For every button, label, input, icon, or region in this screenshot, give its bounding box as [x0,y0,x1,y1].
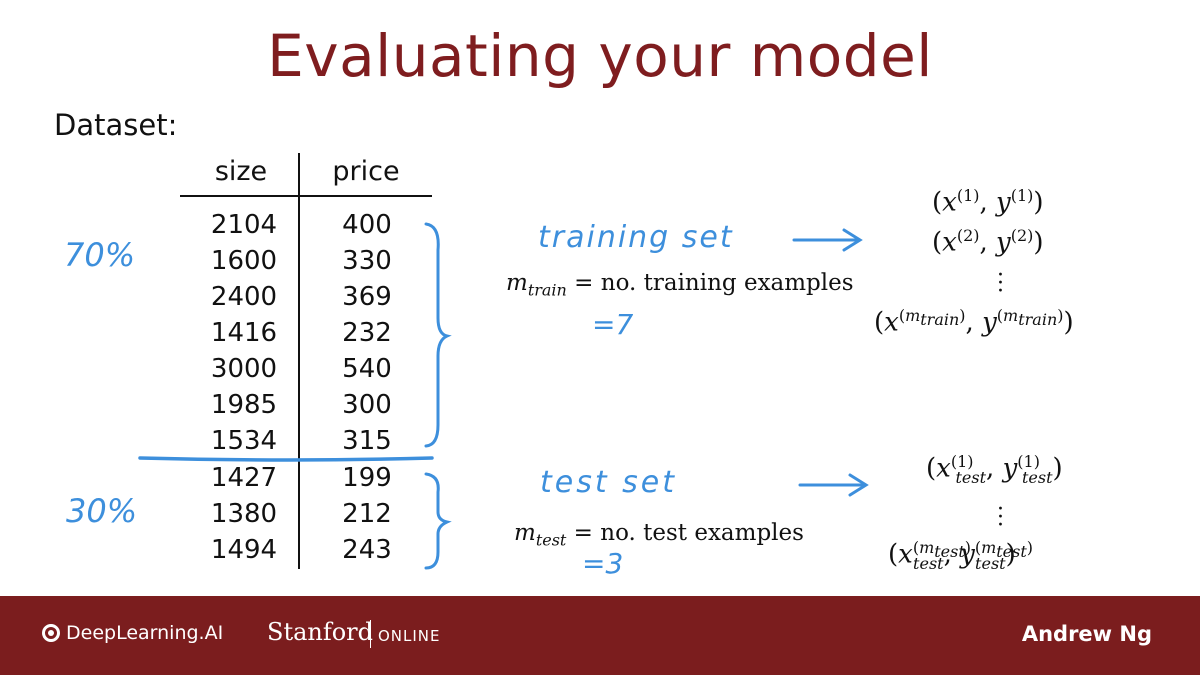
table-cell-size: 1494 [210,535,278,565]
table-cell-size: 2400 [210,282,278,312]
m-train-subscript: train [527,280,567,300]
table-cell-price: 400 [342,210,392,240]
column-header-size: size [214,156,268,187]
train-example-1: (x(1), y(1)) [932,186,1044,218]
m-test-symbol: m [514,520,536,546]
table-cell-price: 199 [342,463,392,493]
m-test-value: =3 [582,547,624,580]
dataset-label: Dataset: [54,108,178,142]
train-vdots: · · · [997,263,1004,304]
table-cell-price: 315 [342,426,392,456]
stanford-logo: Stanford [267,618,374,646]
author-name: Andrew Ng [1021,622,1152,646]
test-example-m: (x(mtest)test, y(mtest)test) [888,538,1034,573]
m-test-definition: mtest = no. test examples [514,520,804,550]
test-example-1: (x(1)test, y(1)test) [926,452,1063,487]
test-vdots: · · · [997,497,1004,538]
test-brace [424,472,452,570]
m-train-text: = no. training examples [566,270,854,296]
table-cell-size: 1534 [210,426,278,456]
footer-bar: DeepLearning.AI Stanford ONLINE Andrew N… [0,596,1200,675]
table-cell-price: 212 [342,499,392,529]
m-test-subscript: test [535,530,567,550]
m-test-text: = no. test examples [566,520,804,546]
table-header-rule [180,195,432,197]
deeplearning-ai-logo: DeepLearning.AI [42,622,223,644]
train-percent: 70% [64,236,136,274]
test-percent: 30% [66,492,138,530]
table-cell-size: 1416 [210,318,278,348]
table-cell-size: 3000 [210,354,278,384]
m-train-value: =7 [592,308,634,341]
training-set-label: training set [538,220,734,255]
online-label: ONLINE [378,627,441,645]
table-column-rule [298,153,300,569]
train-brace [424,222,452,448]
table-cell-size: 1380 [210,499,278,529]
table-cell-size: 1427 [210,463,278,493]
train-example-m: (x(mtrain), y(mtrain)) [874,306,1074,338]
table-cell-price: 232 [342,318,392,348]
table-cell-size: 2104 [210,210,278,240]
m-train-symbol: m [506,270,528,296]
deeplearning-ai-icon [42,624,60,642]
brand-name: DeepLearning.AI [66,622,224,644]
test-set-label: test set [540,465,677,500]
table-cell-price: 243 [342,535,392,565]
table-cell-size: 1600 [210,246,278,276]
table-cell-price: 369 [342,282,392,312]
table-cell-price: 540 [342,354,392,384]
train-example-2: (x(2), y(2)) [932,226,1044,258]
logo-separator [370,620,371,648]
train-arrow-icon [792,228,863,252]
test-arrow-icon [798,473,869,497]
table-cell-size: 1985 [210,390,278,420]
table-cell-price: 330 [342,246,392,276]
train-test-split-line [138,456,434,462]
column-header-price: price [332,156,400,187]
slide-title: Evaluating your model [267,22,933,90]
m-train-definition: mtrain = no. training examples [506,270,854,300]
table-cell-price: 300 [342,390,392,420]
